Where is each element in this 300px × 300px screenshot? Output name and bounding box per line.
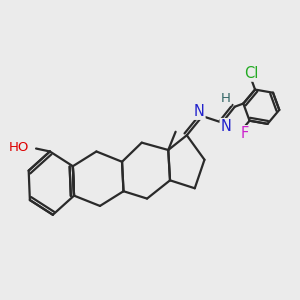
Text: N: N: [194, 104, 205, 119]
Text: F: F: [240, 126, 248, 141]
Text: Cl: Cl: [244, 66, 258, 81]
Text: H: H: [221, 92, 231, 105]
Text: N: N: [220, 118, 231, 134]
Text: HO: HO: [9, 141, 29, 154]
